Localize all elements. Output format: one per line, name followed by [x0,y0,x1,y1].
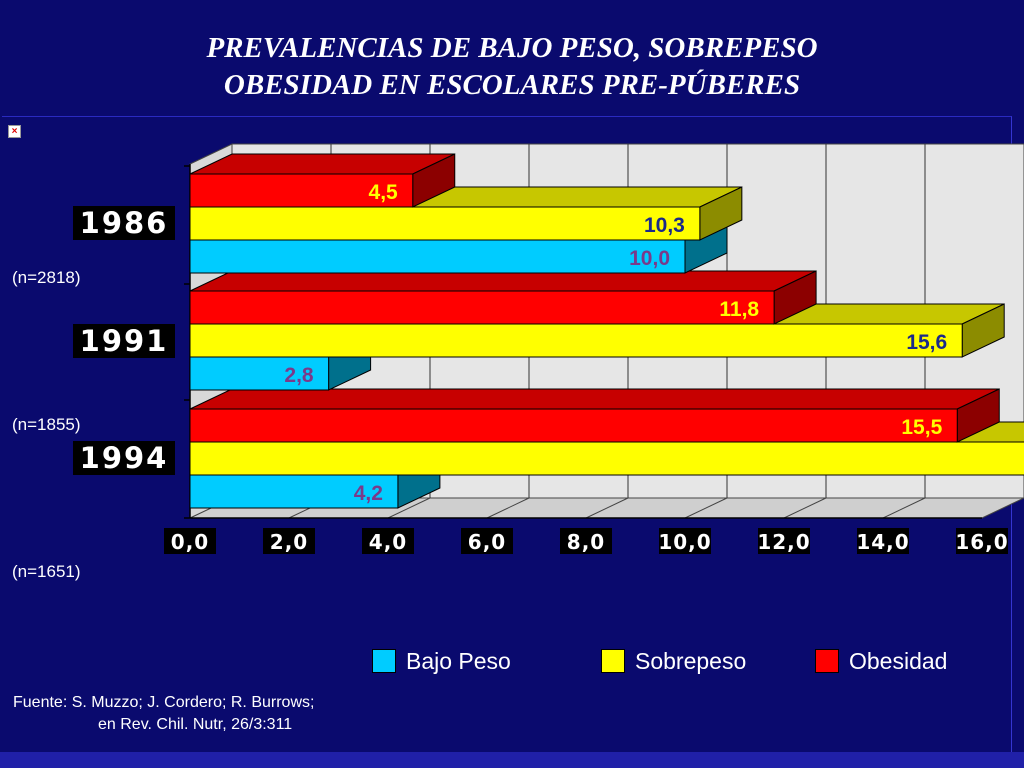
x-tick-label: 14,0 [856,530,909,554]
legend-swatch-bajo-peso [372,649,396,673]
x-tick-label: 10,0 [658,530,711,554]
bar-top-obesidad-1986 [189,153,455,175]
floor-gridline [387,497,431,519]
bottom-bar [0,752,1024,768]
x-tick-label: 0,0 [171,530,209,554]
x-tick-label-bg [659,528,711,554]
bar-sobrepeso-1986 [189,206,701,241]
source-note: Fuente: S. Muzzo; J. Cordero; R. Burrows… [13,692,314,736]
year-label-1991: 1991 [73,324,175,358]
legend-swatch-sobrepeso [601,649,625,673]
x-tick-label-bg [263,528,315,554]
title-line-1: PREVALENCIAS DE BAJO PESO, SOBREPESO [206,32,818,64]
x-tick-label-bg [857,528,909,554]
broken-image-icon: × [8,125,21,138]
legend-label-bajo-peso: Bajo Peso [406,647,511,674]
x-tick-label-bg [956,528,1008,554]
bar-sobrepeso-1991 [189,323,963,358]
source-line-1: Fuente: S. Muzzo; J. Cordero; R. Burrows… [13,694,315,711]
floor-gridline [486,497,530,519]
floor-gridline [585,497,629,519]
floor-gridline [783,497,827,519]
x-tick-label-bg [560,528,612,554]
data-label-sobrepeso-1991: 15,6 [906,331,947,354]
data-label-bajo-peso-1994: 4,2 [354,482,383,505]
sample-size-1991: (n=1855) [12,415,81,434]
chart-title: PREVALENCIAS DE BAJO PESO, SOBREPESO OBE… [0,30,1024,104]
floor-gridline [882,497,926,519]
data-label-bajo-peso-1986: 10,0 [629,247,670,270]
x-tick-label-bg [362,528,414,554]
sample-size-1994: (n=1651) [12,562,81,581]
sample-size-1986: (n=2818) [12,268,81,287]
data-label-obesidad-1994: 15,5 [901,416,942,439]
x-tick-label: 8,0 [567,530,605,554]
legend-item-sobrepeso: Sobrepeso [601,646,746,676]
bar-sobrepeso-1994 [189,441,1024,476]
x-tick-label-bg [164,528,216,554]
bar-bajo-peso-1986 [189,239,686,274]
x-tick-label: 2,0 [270,530,308,554]
floor-gridline [684,497,728,519]
bar-top-obesidad-1994 [189,388,1000,410]
x-tick-label-bg [461,528,513,554]
legend-item-bajo-peso: Bajo Peso [372,646,511,676]
x-tick-label: 4,0 [369,530,407,554]
x-tick-label: 16,0 [955,530,1008,554]
source-line-2: en Rev. Chil. Nutr, 26/3:311 [98,716,293,733]
x-tick-label: 6,0 [468,530,506,554]
bar-bajo-peso-1991 [189,356,330,391]
bar-top-obesidad-1991 [189,270,817,292]
bar-bajo-peso-1994 [189,474,399,509]
data-label-obesidad-1991: 11,8 [719,298,759,321]
legend-label-sobrepeso: Sobrepeso [635,647,747,674]
year-label-1986: 1986 [73,206,175,240]
title-line-2: OBESIDAD EN ESCOLARES PRE-PÚBERES [223,69,801,101]
bar-obesidad-1994 [189,408,958,443]
data-label-bajo-peso-1991: 2,8 [284,364,314,387]
bar-obesidad-1986 [189,173,414,208]
legend-item-obesidad: Obesidad [815,646,947,676]
data-label-sobrepeso-1986: 10,3 [644,214,685,237]
x-tick-label: 12,0 [757,530,810,554]
data-label-obesidad-1986: 4,5 [369,181,399,204]
bar-obesidad-1991 [189,290,775,325]
year-label-1994: 1994 [73,441,175,475]
legend-swatch-obesidad [815,649,839,673]
x-tick-label-bg [758,528,810,554]
legend-label-obesidad: Obesidad [849,647,948,674]
